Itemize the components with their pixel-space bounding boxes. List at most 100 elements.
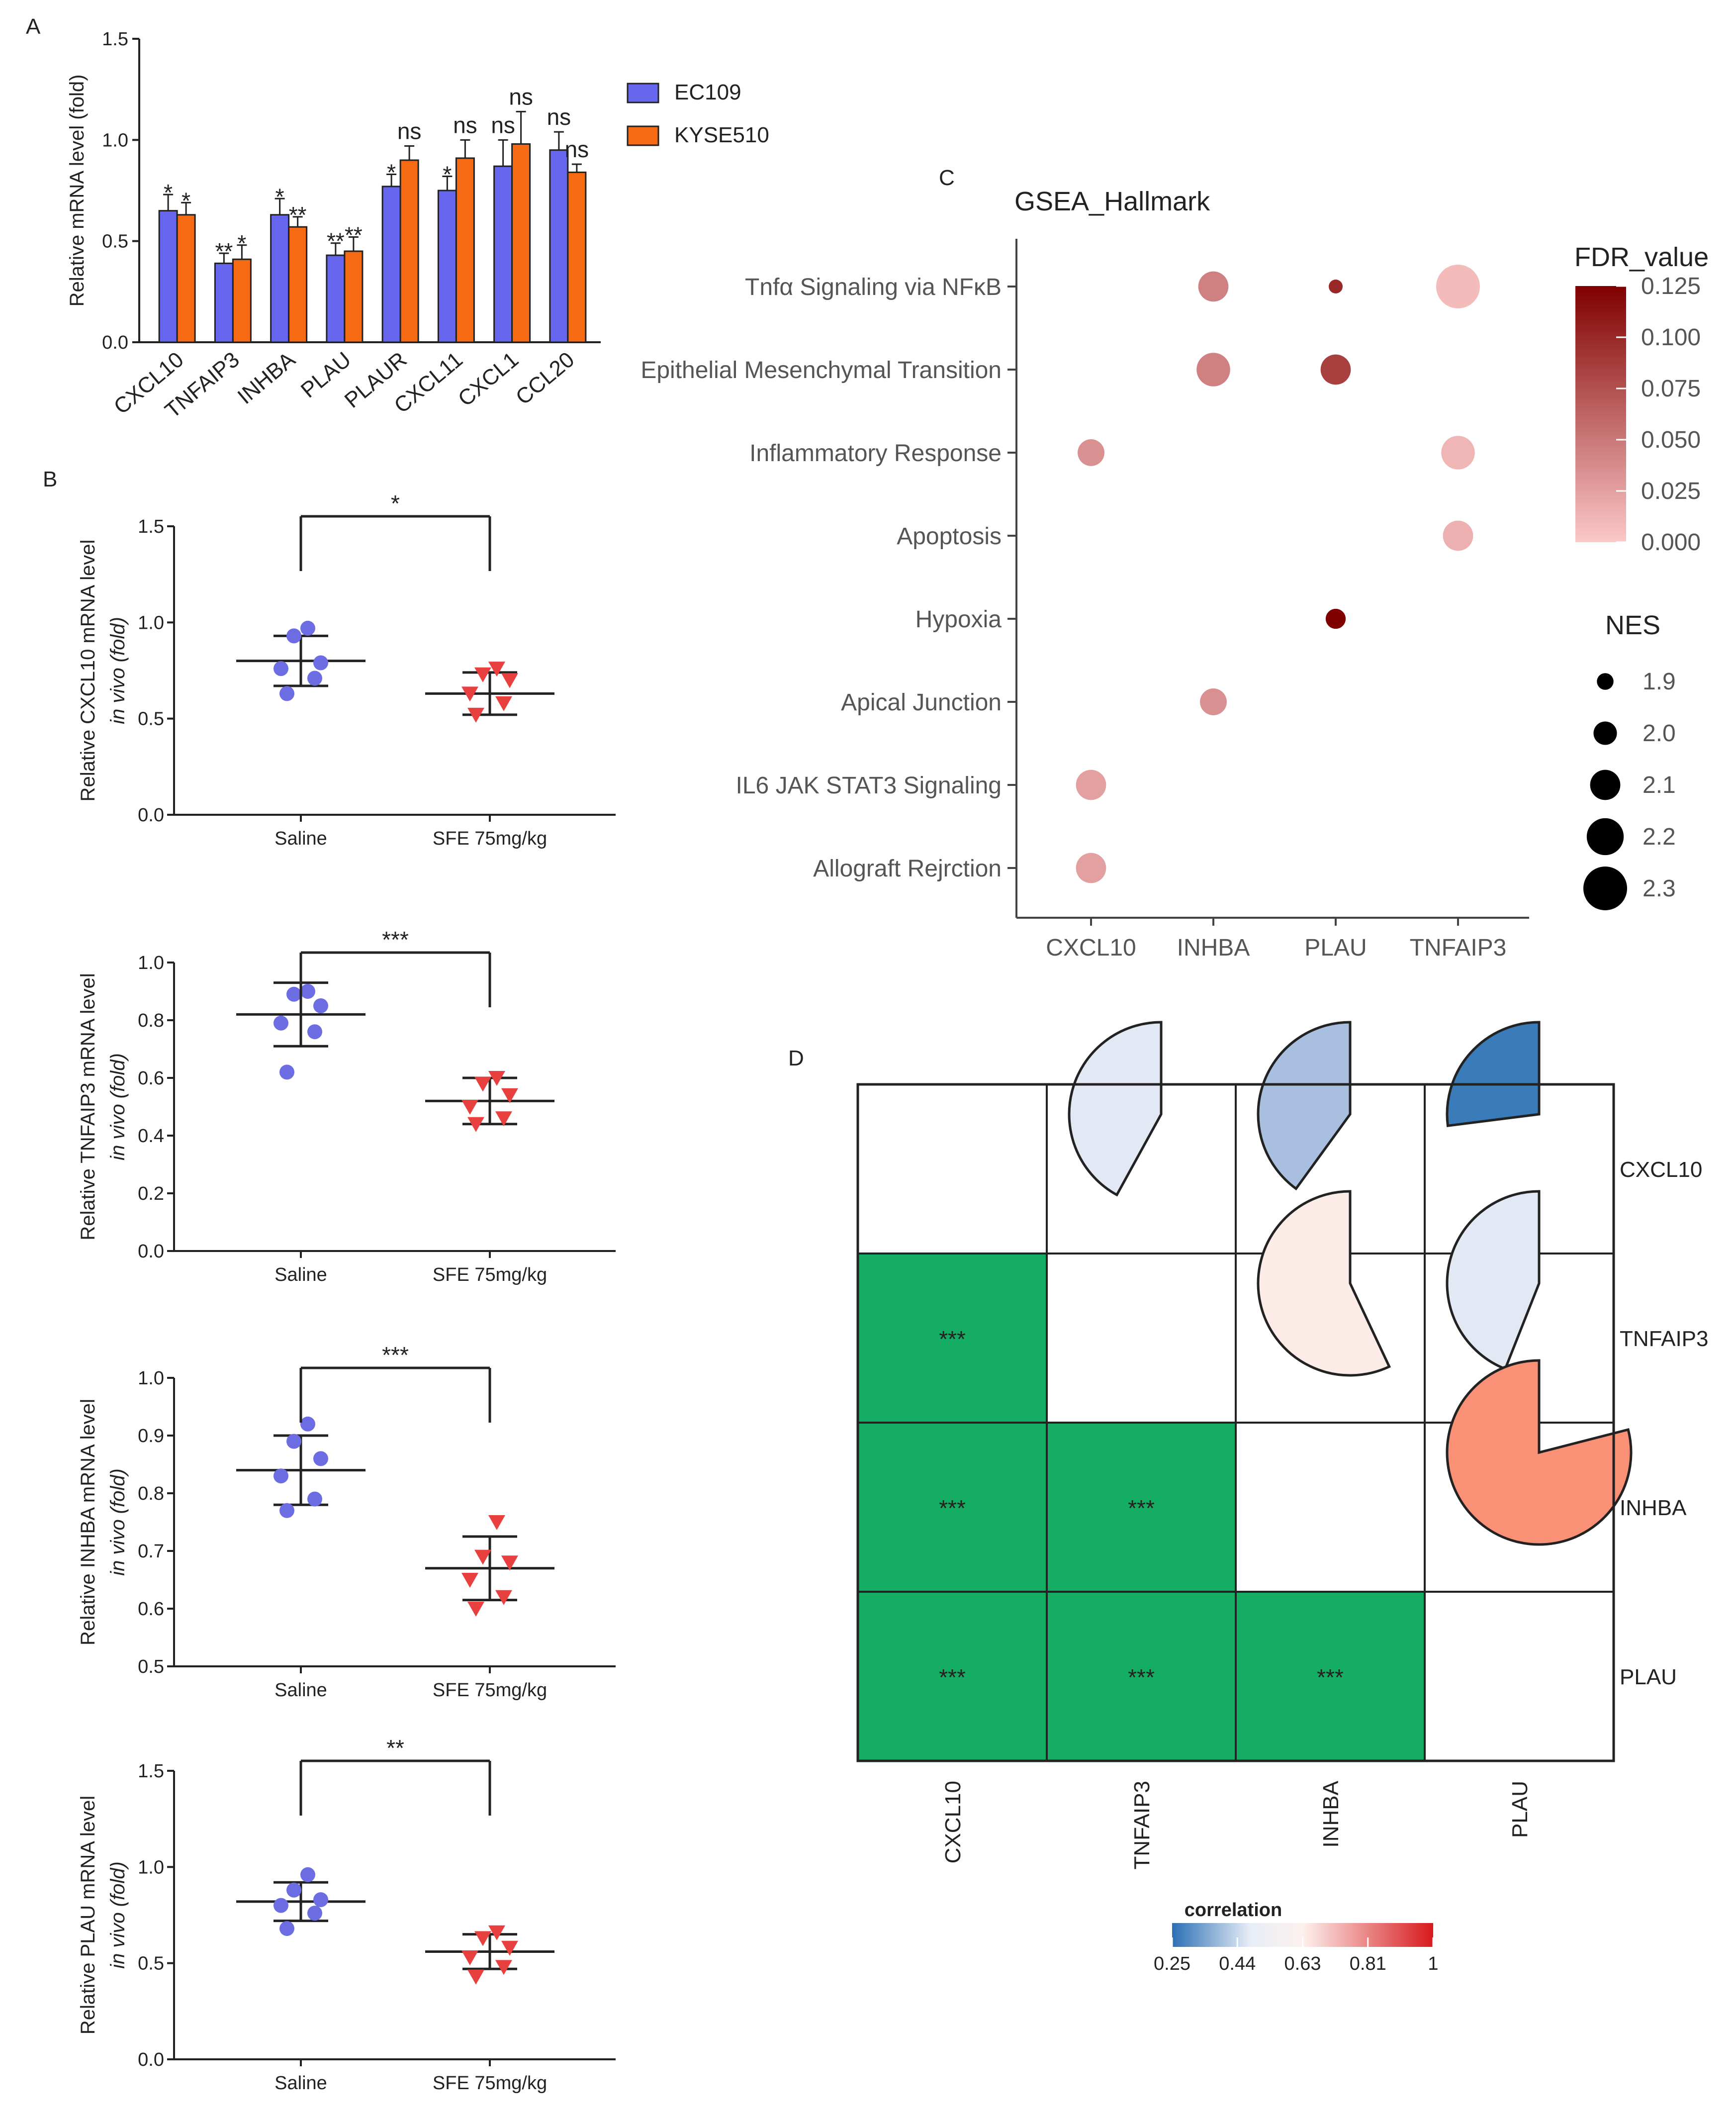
correlation-tick-label: 0.63: [1284, 1953, 1321, 1974]
point-sfe: [474, 1549, 491, 1565]
group-label-saline: Saline: [274, 1680, 327, 1701]
matrix-border: [856, 1083, 1615, 1762]
panel-c: C GSEA_Hallmark CXCL10 INHBA PLAU TNFAIP3 Tnfα…: [640, 166, 1709, 961]
fdr-colorbar: [1575, 286, 1626, 542]
panel-letter-d: D: [788, 1046, 804, 1070]
category-label: CCL20: [511, 347, 579, 410]
point-saline: [286, 1434, 301, 1449]
bar-kyse510-cxcl10: [176, 214, 196, 343]
significance-label: **: [289, 202, 307, 228]
bubble-inhba: [1200, 688, 1227, 715]
nes-legend-label: 2.2: [1643, 824, 1676, 850]
y-tick-label: 0.4: [138, 1126, 164, 1147]
point-saline: [300, 984, 315, 999]
fdr-tick-label: 0.125: [1641, 273, 1701, 299]
nes-legend-label: 1.9: [1643, 669, 1676, 695]
point-sfe: [474, 1076, 491, 1092]
y-tick-label: 0.8: [138, 1010, 164, 1031]
y-tick-label: 0.7: [138, 1541, 164, 1562]
nes-legend-dot: [1590, 770, 1621, 800]
pathway-label: Hypoxia: [915, 606, 1002, 633]
bar-ec109-cxcl1: [493, 165, 513, 343]
group-label-sfe: SFE 75mg/kg: [433, 1680, 547, 1701]
significance-label: ns: [453, 112, 477, 138]
correlation-pie: [1068, 1021, 1163, 1197]
y-tick-label: 0.0: [138, 1241, 164, 1262]
nes-legend-dot: [1583, 867, 1627, 910]
panel-b: B 0.0 0.5 1.0 1.5 Saline SFE 75mg/kg Relative C…: [43, 467, 616, 2094]
matrix-cell: [1424, 1591, 1615, 1762]
bar-kyse510-tnfaip3: [232, 258, 252, 343]
y-tick-label: 1.5: [102, 29, 128, 50]
fdr-tick-label: 0.100: [1641, 324, 1701, 351]
significance-label: ns: [547, 104, 571, 130]
y-tick-label: 1.5: [138, 1761, 164, 1782]
fdr-legend-title: FDR_value: [1574, 242, 1709, 272]
group-label-saline: Saline: [274, 828, 327, 849]
y-tick-label: 1.0: [138, 953, 164, 973]
bubble-inhba: [1198, 271, 1229, 302]
y-axis-title-sub: in vivo (fold): [107, 1053, 129, 1160]
point-sfe: [474, 667, 491, 682]
correlation-tick-label: 0.44: [1219, 1953, 1256, 1974]
point-sfe: [461, 1950, 478, 1966]
significance-label: ns: [397, 118, 422, 144]
column-label: CXCL10: [941, 1781, 965, 1863]
significance-cell: [857, 1253, 1048, 1424]
row-label: TNFAIP3: [1620, 1327, 1709, 1351]
significance-label: ns: [491, 112, 515, 138]
correlation-legend-title: correlation: [1185, 1900, 1282, 1921]
subplot-plau: 0.0 0.5 1.0 1.5 Saline SFE 75mg/kg Relative PL…: [77, 1735, 616, 2094]
fdr-tick-label: 0.025: [1641, 478, 1701, 504]
significance-label: *: [164, 180, 173, 205]
y-axis-title-sub: in vivo (fold): [107, 617, 129, 724]
y-tick-label: 1.0: [138, 1368, 164, 1389]
group-label-sfe: SFE 75mg/kg: [433, 1264, 547, 1285]
nes-legend-dot: [1586, 818, 1624, 856]
y-axis-title: Relative CXCL10 mRNA level: [77, 540, 99, 802]
nes-legend-label: 2.1: [1643, 772, 1676, 798]
point-saline: [279, 1503, 294, 1518]
y-tick-label: 0.0: [102, 332, 128, 353]
matrix-cell: [1235, 1422, 1426, 1593]
bar-kyse510-cxcl11: [455, 157, 475, 343]
x-category-label: TNFAIP3: [1410, 935, 1507, 961]
y-tick-label: 1.0: [138, 1857, 164, 1878]
y-tick-label: 0.8: [138, 1483, 164, 1504]
x-category-label: PLAU: [1304, 935, 1367, 961]
significance-label: *: [182, 188, 190, 213]
point-sfe: [495, 696, 512, 711]
point-saline: [286, 628, 301, 644]
y-tick-label: 0.9: [138, 1426, 164, 1446]
subplot-tnfaip3: 0.0 0.2 0.4 0.6 0.8 1.0 Saline SFE 75mg/kg Relat…: [77, 927, 616, 1285]
pathway-label: IL6 JAK STAT3 Signaling: [736, 772, 1002, 799]
bar-ec109-plau: [326, 254, 346, 343]
bubble-tnfaip3: [1441, 436, 1475, 470]
fdr-tick-label: 0.050: [1641, 427, 1701, 453]
y-axis-title-sub: in vivo (fold): [107, 1861, 129, 1969]
column-label: PLAU: [1508, 1781, 1532, 1838]
point-saline: [307, 1024, 322, 1040]
nes-legend-title: NES: [1605, 610, 1660, 640]
y-axis-title: Relative PLAU mRNA level: [77, 1796, 99, 2034]
significance-label: *: [391, 490, 400, 516]
y-axis-title: Relative mRNA level (fold): [66, 75, 88, 307]
y-axis-title-sub: in vivo (fold): [107, 1468, 129, 1576]
group-label-sfe: SFE 75mg/kg: [433, 828, 547, 849]
row-label: CXCL10: [1620, 1157, 1702, 1182]
y-tick-label: 0.6: [138, 1599, 164, 1620]
significance-label: ***: [382, 927, 409, 953]
bar-ec109-tnfaip3: [214, 262, 234, 343]
point-saline: [307, 1491, 322, 1507]
point-sfe: [461, 1573, 478, 1588]
pathway-label: Apoptosis: [897, 523, 1002, 550]
legend-swatch-ec109: [627, 83, 659, 103]
point-saline: [286, 986, 301, 1002]
significance-label: *: [443, 162, 452, 188]
row-label: INHBA: [1620, 1496, 1687, 1520]
panel-letter-b: B: [43, 467, 57, 491]
y-tick-label: 0.6: [138, 1068, 164, 1089]
bubble-plau: [1325, 608, 1346, 629]
point-saline: [300, 1416, 315, 1432]
point-saline: [286, 1882, 301, 1898]
